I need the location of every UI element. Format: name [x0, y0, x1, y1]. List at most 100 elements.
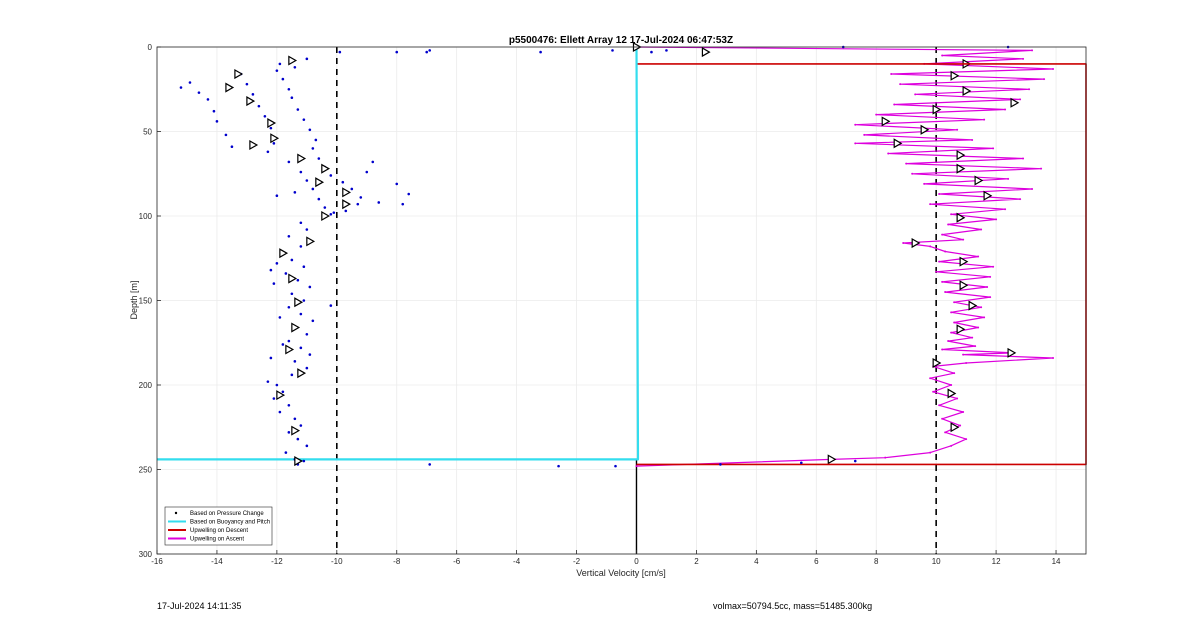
data-point — [614, 464, 617, 468]
data-point — [290, 258, 294, 262]
direction-marker — [974, 175, 984, 186]
legend-label: Upwelling on Descent — [190, 528, 248, 534]
data-point — [983, 316, 986, 319]
data-point — [317, 197, 321, 201]
footer-timestamp: 17-Jul-2024 14:11:35 — [157, 601, 242, 611]
data-point — [635, 465, 638, 468]
data-point — [956, 397, 959, 400]
direction-marker — [267, 118, 277, 129]
data-point — [269, 356, 273, 360]
data-point — [197, 91, 201, 94]
data-point — [962, 353, 965, 356]
data-point — [269, 268, 273, 272]
data-point — [1052, 356, 1055, 359]
x-tick-label: 6 — [814, 557, 819, 566]
data-point — [899, 83, 902, 86]
data-point — [893, 103, 896, 106]
data-point — [272, 142, 276, 145]
data-point — [539, 50, 542, 54]
direction-marker — [285, 344, 295, 355]
direction-marker — [950, 422, 960, 433]
data-point — [929, 203, 932, 206]
x-tick-label: -16 — [151, 557, 163, 566]
y-tick-label: 150 — [139, 297, 153, 306]
data-point — [1031, 49, 1034, 52]
data-point — [266, 380, 270, 383]
data-point — [356, 202, 360, 206]
direction-marker — [1007, 347, 1017, 358]
data-point — [299, 221, 303, 225]
data-point — [275, 194, 279, 198]
direction-marker — [321, 210, 331, 222]
data-point — [1004, 208, 1007, 211]
direction-marker — [932, 357, 942, 369]
data-point — [350, 187, 354, 191]
x-tick-label: -14 — [211, 557, 223, 566]
data-point — [938, 404, 941, 407]
ticks: -16 -14 -12 -10 -8 -6 -4 -2 0 2 4 6 8 10 12 14 0 50 100 150… — [139, 43, 1061, 566]
direction-marker — [288, 273, 298, 284]
data-point — [890, 73, 893, 76]
data-point — [287, 403, 291, 407]
direction-marker — [294, 297, 304, 308]
direction-marker — [288, 55, 298, 66]
data-point — [944, 291, 947, 294]
data-point — [902, 242, 905, 245]
data-point — [950, 444, 953, 447]
direction-marker — [306, 236, 316, 247]
data-point — [983, 118, 986, 121]
data-point — [311, 187, 315, 191]
data-point — [905, 162, 908, 165]
legend-label: Based on Buoyancy and Pitch — [190, 520, 270, 526]
direction-marker — [321, 163, 331, 174]
series-layer — [157, 41, 1087, 554]
data-point — [938, 260, 941, 263]
direction-marker — [315, 177, 325, 188]
direction-marker — [291, 322, 301, 333]
y-axis-label: Depth [m] — [129, 280, 139, 319]
y-tick-label: 200 — [139, 381, 153, 390]
data-point — [986, 285, 989, 288]
data-point — [278, 316, 282, 319]
data-point — [884, 456, 887, 459]
data-point — [206, 98, 210, 101]
data-point — [953, 301, 956, 304]
data-point — [875, 113, 878, 116]
data-point — [854, 123, 857, 126]
data-point — [1040, 167, 1043, 170]
data-point — [989, 275, 992, 278]
data-point — [953, 321, 956, 324]
data-point — [929, 245, 932, 248]
data-point — [941, 348, 944, 351]
data-point — [980, 228, 983, 231]
data-point — [947, 340, 950, 343]
data-point — [1031, 187, 1034, 190]
data-point — [299, 245, 303, 248]
data-point — [929, 377, 932, 380]
data-point — [302, 265, 306, 269]
data-point — [950, 331, 953, 334]
data-point — [557, 464, 560, 468]
data-point — [965, 362, 968, 365]
data-point — [914, 93, 917, 96]
data-point — [1022, 157, 1025, 160]
y-tick-label: 0 — [148, 43, 153, 52]
data-point — [650, 50, 653, 54]
data-point — [263, 114, 267, 118]
data-point — [800, 461, 803, 465]
data-point — [329, 174, 333, 177]
direction-marker — [225, 82, 235, 93]
data-point — [311, 319, 315, 323]
data-point — [293, 65, 297, 69]
data-point — [944, 250, 947, 253]
data-point — [281, 343, 285, 346]
data-point — [296, 278, 300, 282]
data-point — [341, 180, 345, 184]
direction-marker — [881, 116, 891, 127]
data-point — [1052, 67, 1055, 70]
data-point — [308, 285, 312, 289]
direction-marker — [234, 69, 244, 80]
data-point — [290, 373, 294, 377]
data-point — [296, 108, 300, 111]
data-point — [251, 93, 255, 96]
